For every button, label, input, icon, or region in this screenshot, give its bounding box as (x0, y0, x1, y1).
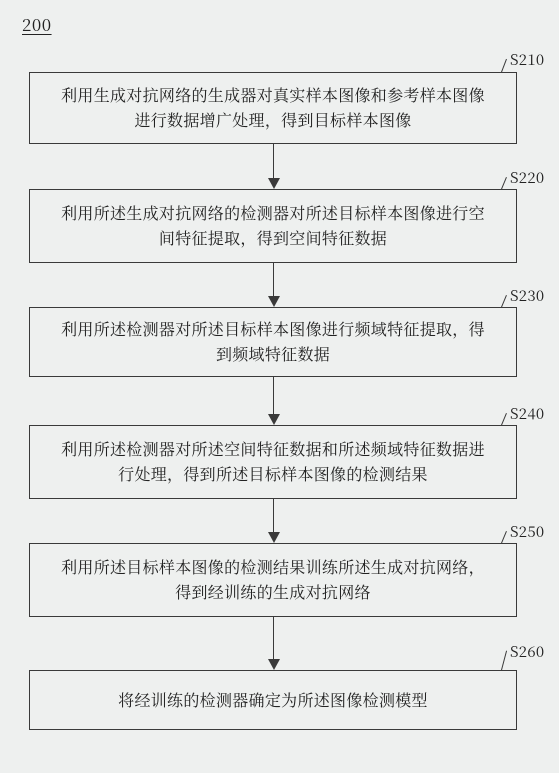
flow-step-text: 将经训练的检测器确定为所述图像检测模型 (118, 688, 428, 713)
leader-line (501, 295, 507, 307)
flow-step-box: 利用所述生成对抗网络的检测器对所述目标样本图像进行空间特征提取，得到空间特征数据 (29, 189, 517, 263)
flow-arrow-head (268, 532, 280, 543)
flow-step-box: 将经训练的检测器确定为所述图像检测模型 (29, 670, 517, 730)
flow-arrow-head (268, 178, 280, 189)
flow-arrow (273, 499, 274, 532)
flow-step-text: 利用生成对抗网络的生成器对真实样本图像和参考样本图像进行数据增广处理，得到目标样… (54, 83, 492, 133)
flow-step-text: 利用所述检测器对所述目标样本图像进行频域特征提取，得到频域特征数据 (54, 317, 492, 367)
leader-line (501, 177, 507, 189)
flow-arrow-head (268, 414, 280, 425)
flow-step-box: 利用所述检测器对所述空间特征数据和所述频域特征数据进行处理，得到所述目标样本图像… (29, 425, 517, 499)
flow-step-box: 利用所述目标样本图像的检测结果训练所述生成对抗网络，得到经训练的生成对抗网络 (29, 543, 517, 617)
flow-step-label: S260 (510, 641, 544, 662)
flow-arrow (273, 263, 274, 296)
flow-step-label: S250 (510, 521, 544, 542)
flow-arrow (273, 377, 274, 414)
flow-arrow-head (268, 296, 280, 307)
flow-step-box: 利用生成对抗网络的生成器对真实样本图像和参考样本图像进行数据增广处理，得到目标样… (29, 72, 517, 144)
flow-step-text: 利用所述目标样本图像的检测结果训练所述生成对抗网络，得到经训练的生成对抗网络 (54, 555, 492, 605)
flow-step-text: 利用所述检测器对所述空间特征数据和所述频域特征数据进行处理，得到所述目标样本图像… (54, 437, 492, 487)
flow-step-label: S220 (510, 167, 544, 188)
flow-step-label: S230 (510, 285, 544, 306)
leader-line (501, 413, 507, 425)
flow-step-text: 利用所述生成对抗网络的检测器对所述目标样本图像进行空间特征提取，得到空间特征数据 (54, 201, 492, 251)
figure-number: 200 (22, 11, 52, 36)
flow-arrow-head (268, 659, 280, 670)
leader-line (501, 59, 507, 72)
leader-line (501, 651, 507, 670)
flow-step-label: S240 (510, 403, 544, 424)
flow-step-label: S210 (510, 49, 544, 70)
flow-step-box: 利用所述检测器对所述目标样本图像进行频域特征提取，得到频域特征数据 (29, 307, 517, 377)
flow-arrow (273, 144, 274, 178)
flow-arrow (273, 617, 274, 659)
leader-line (501, 531, 507, 543)
